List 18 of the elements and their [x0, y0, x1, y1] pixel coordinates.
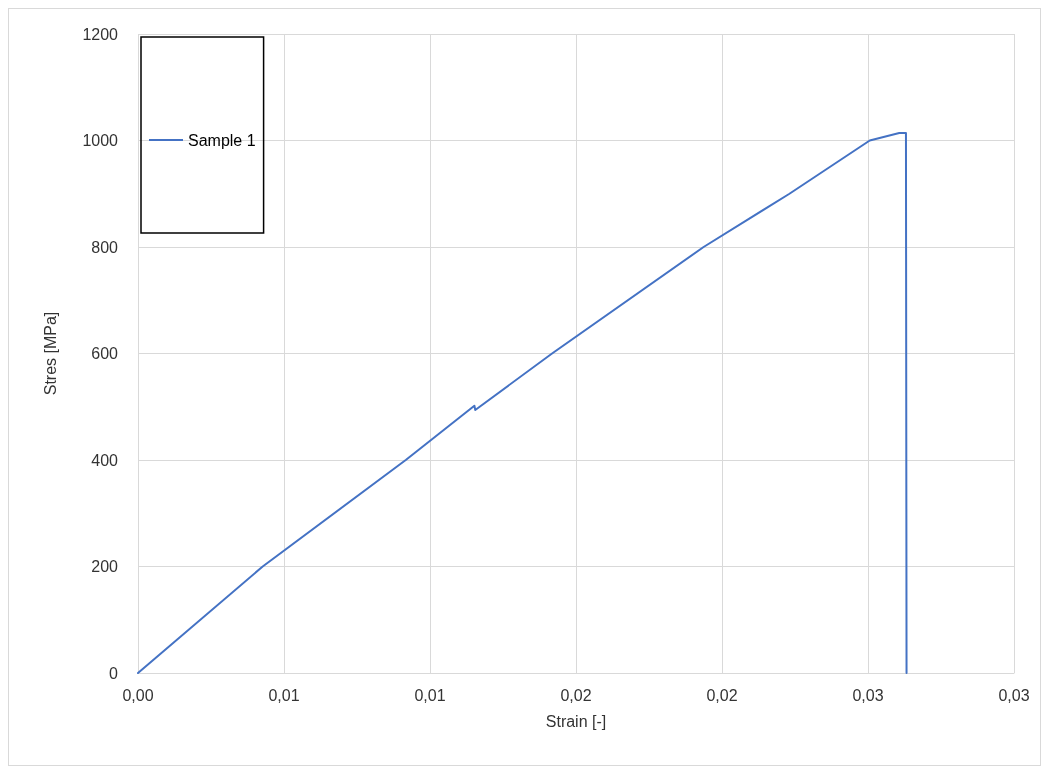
x-tick-label: 0,00: [122, 686, 154, 704]
y-tick-label: 1000: [82, 132, 119, 149]
x-tick-label: 0,02: [560, 686, 592, 704]
legend-label: Sample 1: [188, 131, 256, 149]
y-tick-label: 200: [91, 558, 119, 575]
y-tick-label: 400: [91, 451, 119, 469]
x-tick-label: 0,03: [998, 686, 1030, 704]
line-series: [137, 132, 908, 674]
y-tick-label: 800: [91, 238, 119, 256]
x-tick-label: 0,01: [268, 686, 300, 704]
y-tick-label: 0: [109, 664, 119, 682]
x-tick-label: 0,03: [852, 686, 884, 704]
y-tick-label: 1200: [82, 25, 119, 43]
x-axis-title: Strain [-]: [545, 712, 607, 730]
x-tick-label: 0,01: [414, 686, 446, 704]
x-tick-label: 0,02: [706, 686, 738, 704]
y-axis-title: Stres [MPa]: [41, 311, 59, 396]
y-tick-label: 600: [91, 345, 119, 362]
